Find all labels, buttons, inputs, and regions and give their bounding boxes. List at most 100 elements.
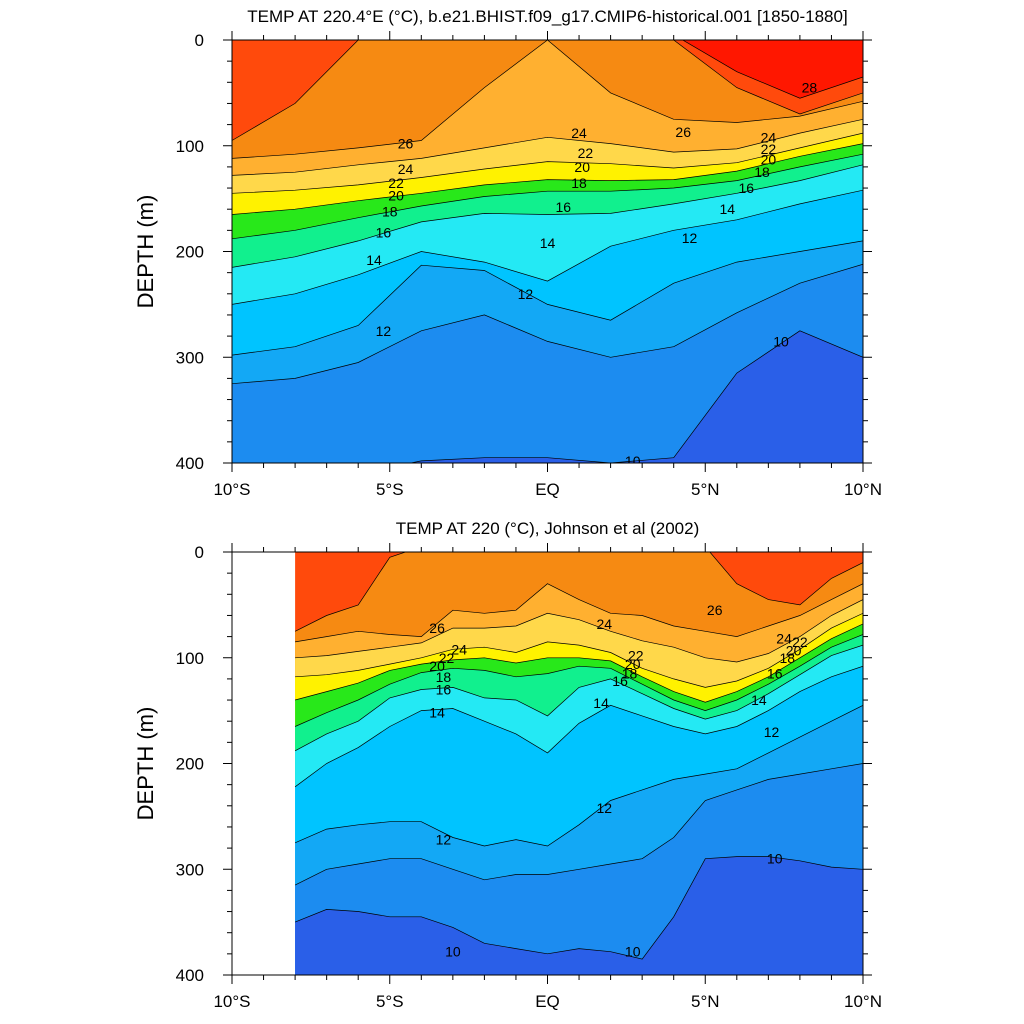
bottom-isotherm-22	[295, 612, 863, 688]
bottom-contour-label: 18	[780, 650, 796, 666]
top-y-axis-label: DEPTH (m)	[133, 195, 158, 309]
bottom-isotherm-27	[294, 552, 863, 632]
top-isotherm-24	[232, 118, 863, 176]
top-contour-label: 22	[388, 175, 404, 191]
bottom-contour-label: 20	[625, 656, 641, 672]
top-contour-label: 24	[761, 129, 777, 145]
bottom-contour-label: 10	[445, 944, 461, 960]
bottom-contour-label: 14	[429, 705, 445, 721]
top-isotherm-11	[232, 263, 863, 385]
bottom-contour-label: 12	[764, 724, 780, 740]
top-y-tick-label: 200	[176, 243, 204, 262]
top-contour-label: 20	[388, 188, 404, 204]
bottom-contour-label: 16	[612, 673, 628, 689]
top-isotherm-16	[232, 164, 863, 268]
bottom-contour-label: 18	[622, 666, 638, 682]
bottom-y-tick-label: 100	[176, 649, 204, 668]
bottom-contour-label: 20	[429, 658, 445, 674]
top-isotherm-22	[232, 132, 863, 194]
bottom-x-axis: 10°S 5°S EQ 5°N 10°N	[213, 543, 882, 1011]
bottom-isotherm-10	[294, 856, 863, 960]
bottom-y-axis-label: DEPTH (m)	[133, 707, 158, 821]
top-contour-label: 22	[578, 145, 594, 161]
top-contour-label: 26	[675, 124, 691, 140]
bottom-isotherm-18	[294, 634, 863, 727]
bottom-x-tick-label: 10°S	[213, 992, 250, 1011]
top-contour-label: 24	[398, 161, 414, 177]
bottom-contour-label: 10	[625, 944, 641, 960]
bottom-contour-label: 16	[767, 666, 783, 682]
bottom-y-tick-label: 0	[195, 543, 204, 562]
bottom-isotherm-16	[294, 644, 863, 752]
bottom-panel-title: TEMP AT 220 (°C), Johnson et al (2002)	[396, 519, 700, 538]
bottom-contour-label: 26	[429, 620, 445, 636]
bottom-contour-label: 16	[436, 682, 452, 698]
bottom-contour-label: 14	[751, 692, 767, 708]
bottom-isotherm-12	[294, 704, 863, 847]
panel-top: TEMP AT 220.4°E (°C), b.e21.BHIST.f09_g1…	[133, 7, 882, 499]
top-y-tick-label: 300	[176, 348, 204, 367]
top-x-axis: 10°S 5°S EQ 5°N 10°N	[213, 31, 882, 499]
top-contour-label: 14	[540, 235, 556, 251]
top-contour-label: 10	[773, 333, 789, 349]
bottom-contour-label: 22	[628, 648, 644, 664]
top-contour-label: 12	[518, 286, 534, 302]
top-contour-label: 18	[571, 175, 587, 191]
bottom-contour-label: 22	[792, 634, 808, 650]
top-contour-label: 20	[574, 159, 590, 175]
top-contour-label: 22	[761, 141, 777, 157]
bottom-layer-below-10	[295, 856, 863, 975]
bottom-isotherm-20	[295, 623, 863, 703]
bottom-contour-label: 24	[451, 641, 467, 657]
bottom-contour-label: 10	[767, 851, 783, 867]
bottom-contour-label: 24	[776, 631, 792, 647]
top-contour-label: 16	[376, 225, 392, 241]
bottom-contour-label: 14	[593, 695, 609, 711]
top-contour-label: 12	[376, 323, 392, 339]
top-isotherm-10	[409, 330, 863, 463]
bottom-contour-label: 18	[436, 669, 452, 685]
bottom-y-tick-label: 400	[176, 966, 204, 985]
top-isotherm-26	[232, 40, 863, 159]
top-contour-label: 12	[682, 230, 698, 246]
bottom-x-tick-label: 5°N	[691, 992, 720, 1011]
top-contour-label: 16	[739, 180, 755, 196]
top-y-tick-label: 400	[176, 454, 204, 473]
top-x-tick-label: 5°S	[376, 480, 404, 499]
bottom-x-tick-label: 10°N	[844, 992, 882, 1011]
top-contour-label: 20	[761, 152, 777, 168]
top-isotherm-28	[682, 40, 863, 99]
top-y-tick-label: 100	[176, 137, 204, 156]
top-contour-label: 28	[802, 80, 818, 96]
bottom-isotherm-14	[294, 665, 863, 788]
bottom-contour-label: 12	[597, 800, 613, 816]
top-layer-below-10	[410, 330, 863, 463]
top-contour-label: 18	[382, 203, 398, 219]
top-contour-label: 10	[625, 453, 641, 469]
top-contour-label: 14	[366, 252, 382, 268]
top-y-axis: 0 100 200 300 400	[176, 31, 872, 473]
top-contour-label: 24	[571, 125, 587, 141]
bottom-x-tick-label: 5°S	[376, 992, 404, 1011]
top-contour-label: 16	[556, 199, 572, 215]
top-isotherm-14	[232, 189, 863, 305]
bottom-y-tick-label: 300	[176, 860, 204, 879]
top-isotherm-18	[232, 153, 863, 240]
bottom-contour-label: 22	[439, 650, 455, 666]
top-isotherm-27	[232, 40, 863, 141]
top-panel-title: TEMP AT 220.4°E (°C), b.e21.BHIST.f09_g1…	[247, 7, 847, 26]
top-contour-label: 18	[754, 164, 770, 180]
top-x-tick-label: 10°S	[213, 480, 250, 499]
bottom-contour-label: 12	[436, 832, 452, 848]
top-contour-label: 14	[720, 201, 736, 217]
bottom-contour-label: 26	[707, 602, 723, 618]
bottom-contour-label: 20	[786, 642, 802, 658]
top-contour-label: 26	[398, 136, 414, 152]
top-layer-below-11	[232, 264, 863, 463]
bottom-isotherm-11	[294, 763, 863, 886]
bottom-y-tick-label: 200	[176, 755, 204, 774]
top-x-tick-label: 10°N	[844, 480, 882, 499]
